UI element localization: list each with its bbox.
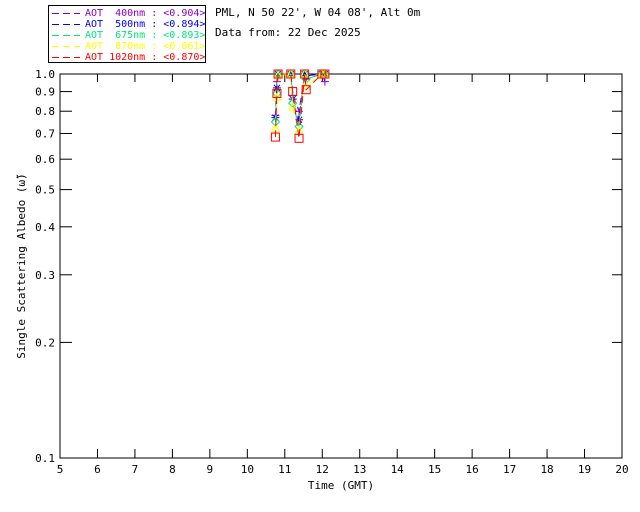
x-tick-label: 6 (94, 463, 101, 476)
series-line (274, 73, 325, 139)
legend-line-sample-icon (52, 46, 80, 47)
legend-label: AOT 675nm : <0.893> (85, 30, 206, 41)
legend-label: AOT 400nm : <0.904> (85, 8, 206, 19)
legend-line-sample-icon (52, 24, 80, 25)
x-tick-labels: 5 6 7 8 9 10 11 12 13 14 15 16 17 18 19 20 (57, 463, 629, 476)
x-tick-label: 18 (540, 463, 553, 476)
data-date: Data from: 22 Dec 2025 (215, 26, 361, 39)
x-tick-label: 14 (391, 463, 405, 476)
x-tick-label: 7 (132, 463, 139, 476)
x-tick-label: 17 (503, 463, 516, 476)
y-tick-label: 0.4 (35, 221, 55, 234)
y-tick-label: 1.0 (35, 68, 55, 81)
legend-item: AOT 400nm : <0.904> (49, 8, 205, 19)
legend-item: AOT 500nm : <0.894> (49, 19, 205, 30)
x-tick-label: 5 (57, 463, 64, 476)
legend-item: AOT 1020nm : <0.870> (49, 52, 205, 63)
legend-label: AOT 870nm : <0.861> (85, 41, 206, 52)
y-tick-labels: 1.0 0.9 0.8 0.7 0.6 0.5 0.4 0.3 0.2 0.1 (35, 68, 55, 465)
y-tick-label: 0.2 (35, 336, 55, 349)
legend-line-sample-icon (52, 13, 80, 14)
series-aot-1020nm (270, 69, 330, 143)
series-line (274, 73, 325, 132)
y-axis-title: Single Scattering Albedo (ω̃) (15, 173, 28, 358)
legend: AOT 400nm : <0.904> AOT 500nm : <0.894> … (48, 5, 206, 63)
legend-line-sample-icon (52, 57, 80, 58)
x-tick-label: 19 (578, 463, 591, 476)
legend-line-sample-icon (52, 35, 80, 36)
legend-item: AOT 675nm : <0.893> (49, 30, 205, 41)
x-tick-label: 13 (353, 463, 366, 476)
legend-label: AOT 1020nm : <0.870> (85, 52, 206, 63)
x-tick-label: 9 (207, 463, 214, 476)
x-tick-label: 8 (169, 463, 176, 476)
axes (59, 73, 623, 459)
x-tick-label: 10 (241, 463, 254, 476)
x-tick-label: 11 (278, 463, 291, 476)
y-tick-label: 0.6 (35, 153, 55, 166)
x-tick-label: 12 (316, 463, 329, 476)
x-tick-label: 20 (615, 463, 628, 476)
x-axis-title: Time (GMT) (308, 479, 374, 492)
y-tick-label: 0.8 (35, 105, 55, 118)
plot-frame (59, 73, 623, 459)
y-tick-label: 0.9 (35, 86, 55, 99)
legend-item: AOT 870nm : <0.861> (49, 41, 205, 52)
y-tick-label: 0.7 (35, 127, 55, 140)
legend-label: AOT 500nm : <0.894> (85, 19, 206, 30)
station-location: PML, N 50 22', W 04 08', Alt 0m (215, 6, 421, 19)
x-tick-label: 16 (466, 463, 479, 476)
y-tick-label: 0.3 (35, 269, 55, 282)
y-tick-label: 0.5 (35, 184, 55, 197)
x-tick-label: 15 (428, 463, 441, 476)
y-tick-label: 0.1 (35, 452, 55, 465)
